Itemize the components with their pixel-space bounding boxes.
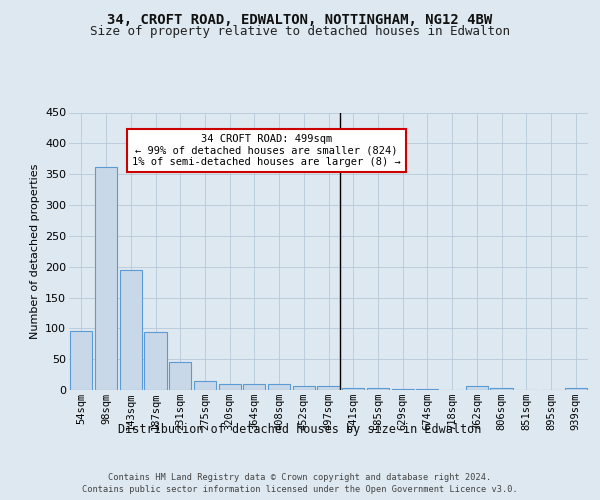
Bar [490, 388, 512, 390]
Bar [392, 389, 414, 390]
Y-axis label: Number of detached properties: Number of detached properties [29, 164, 40, 339]
Bar [218, 384, 241, 390]
Bar [317, 386, 340, 390]
Bar [565, 388, 587, 390]
Bar [293, 386, 315, 390]
Text: Size of property relative to detached houses in Edwalton: Size of property relative to detached ho… [90, 25, 510, 38]
Text: Distribution of detached houses by size in Edwalton: Distribution of detached houses by size … [118, 422, 482, 436]
Bar [169, 362, 191, 390]
Bar [342, 388, 364, 390]
Text: 34 CROFT ROAD: 499sqm
← 99% of detached houses are smaller (824)
1% of semi-deta: 34 CROFT ROAD: 499sqm ← 99% of detached … [133, 134, 401, 168]
Bar [70, 331, 92, 390]
Text: 34, CROFT ROAD, EDWALTON, NOTTINGHAM, NG12 4BW: 34, CROFT ROAD, EDWALTON, NOTTINGHAM, NG… [107, 12, 493, 26]
Bar [268, 384, 290, 390]
Text: Contains public sector information licensed under the Open Government Licence v3: Contains public sector information licen… [82, 485, 518, 494]
Bar [243, 384, 265, 390]
Bar [466, 386, 488, 390]
Bar [95, 167, 117, 390]
Text: Contains HM Land Registry data © Crown copyright and database right 2024.: Contains HM Land Registry data © Crown c… [109, 472, 491, 482]
Bar [145, 332, 167, 390]
Bar [367, 388, 389, 390]
Bar [119, 270, 142, 390]
Bar [194, 381, 216, 390]
